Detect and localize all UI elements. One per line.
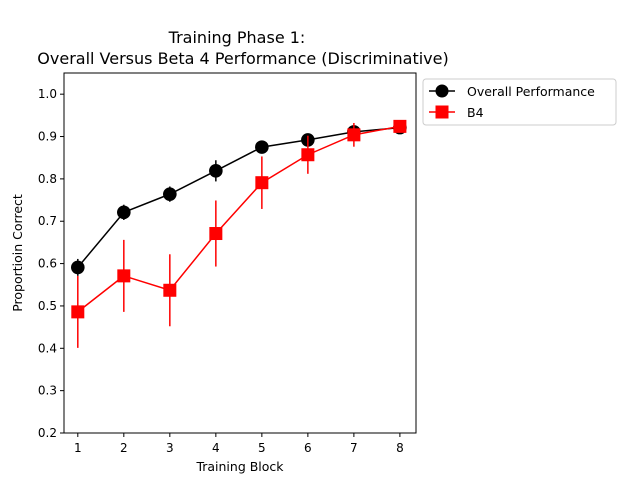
data-point — [163, 283, 177, 297]
y-tick-label: 1.0 — [38, 87, 57, 101]
legend-label-b4: B4 — [467, 105, 484, 120]
data-point — [209, 164, 223, 178]
data-point — [347, 128, 361, 142]
y-tick-label: 0.7 — [38, 214, 57, 228]
data-point — [163, 187, 177, 201]
legend: Overall Performance B4 — [422, 78, 617, 126]
plot-frame — [63, 72, 417, 434]
y-tick-label: 0.6 — [38, 257, 57, 271]
plot-content — [71, 119, 407, 348]
x-tick-label: 4 — [212, 441, 220, 455]
x-tick-label: 5 — [258, 441, 266, 455]
x-axis-label: Training Block — [195, 459, 284, 474]
x-tick-label: 3 — [166, 441, 174, 455]
chart-title-line-1: Training Phase 1: — [168, 28, 306, 47]
x-tick-label: 1 — [74, 441, 82, 455]
data-point — [209, 227, 223, 241]
y-tick-label: 0.8 — [38, 172, 57, 186]
y-tick-label: 0.4 — [38, 341, 57, 355]
x-tick-label: 7 — [350, 441, 358, 455]
y-axis-label: Proportioin Correct — [10, 194, 25, 312]
data-point — [117, 269, 131, 283]
series-line — [77, 125, 401, 313]
y-tick-label: 0.9 — [38, 130, 57, 144]
chart-title-line-2: Overall Versus Beta 4 Performance (Discr… — [37, 49, 448, 68]
y-tick-label: 0.2 — [38, 426, 57, 440]
data-point — [301, 148, 315, 162]
series-line — [77, 126, 400, 268]
data-point — [71, 305, 85, 319]
legend-marker-b4 — [435, 105, 449, 119]
x-tick-label: 2 — [120, 441, 128, 455]
legend-label-overall: Overall Performance — [467, 84, 595, 99]
x-tick-label: 6 — [304, 441, 312, 455]
legend-box — [422, 78, 617, 126]
data-point — [255, 176, 269, 190]
x-tick-label: 8 — [396, 441, 404, 455]
y-tick-label: 0.5 — [38, 299, 57, 313]
data-point — [393, 119, 407, 133]
series-b4 — [71, 119, 407, 348]
data-point — [71, 260, 85, 275]
y-tick-label: 0.3 — [38, 384, 57, 398]
data-point — [255, 140, 269, 154]
y-axis-ticks: 0.2 0.3 0.4 0.5 0.6 0.7 0.8 0.9 1.0 — [38, 87, 64, 440]
legend-marker-overall — [435, 84, 449, 98]
x-axis-ticks: 1 2 3 4 5 6 7 8 — [74, 433, 404, 455]
data-point — [117, 205, 131, 220]
